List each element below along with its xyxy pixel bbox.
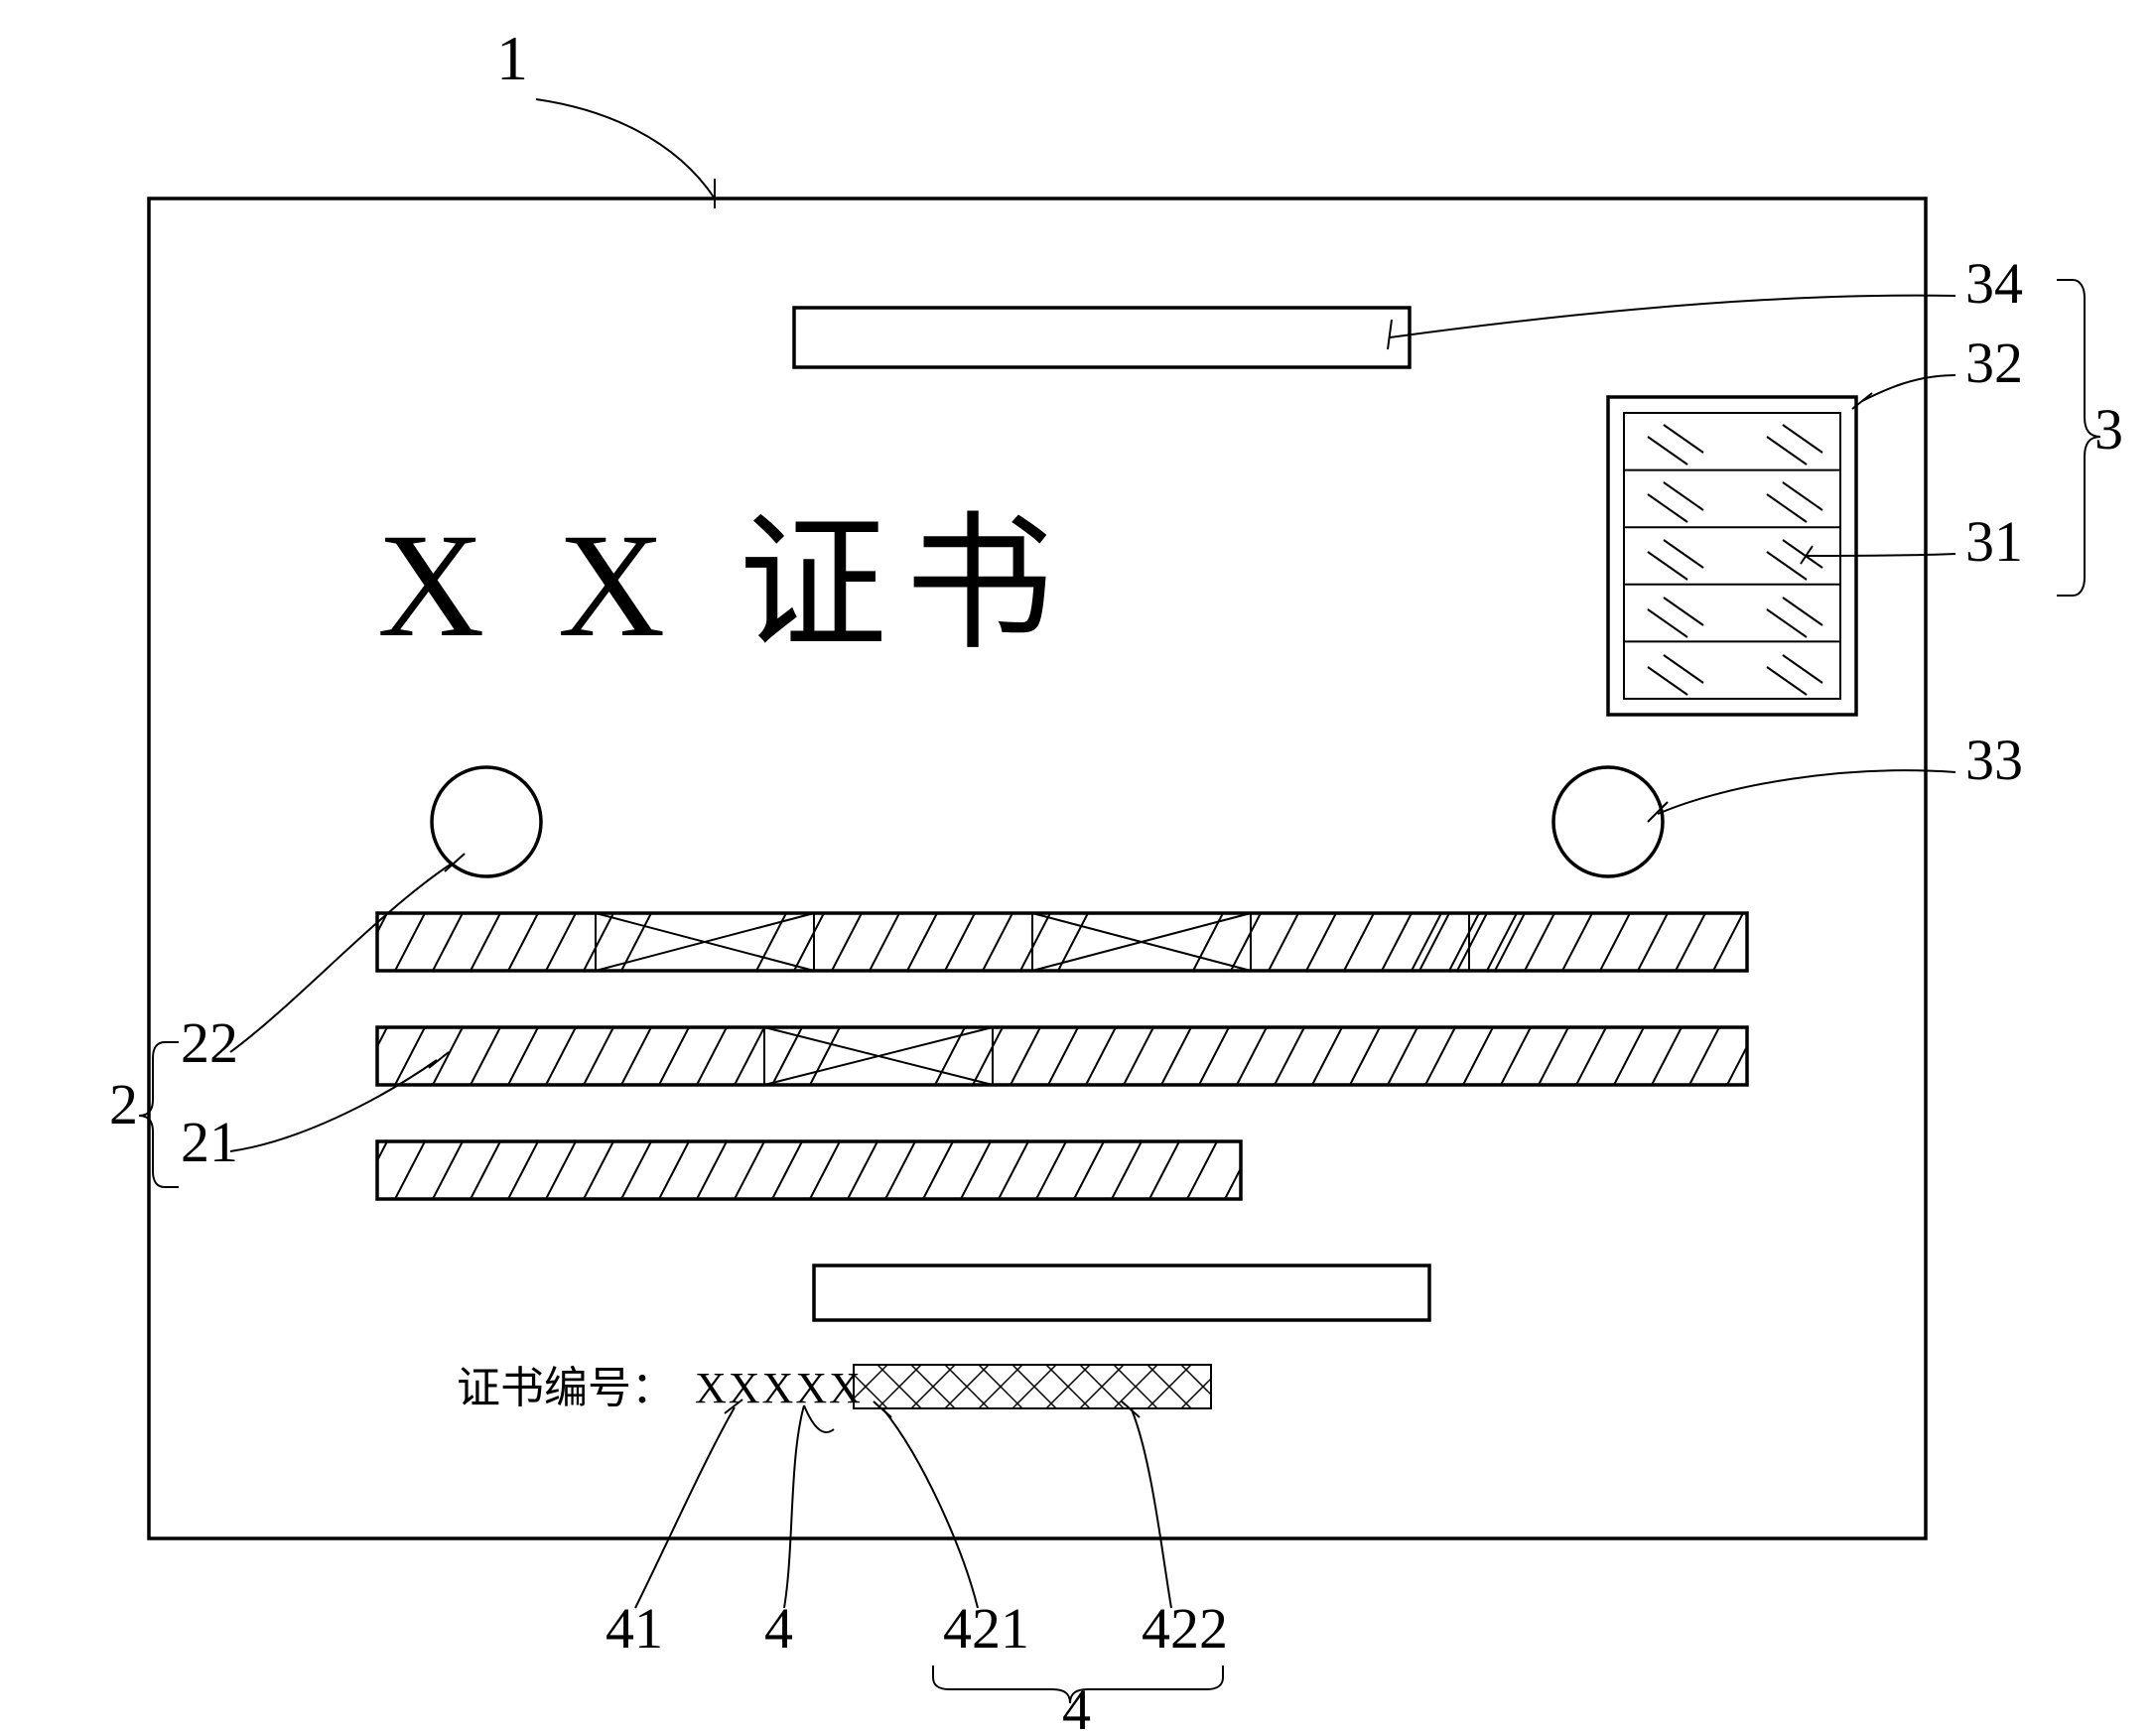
svg-text:21: 21 <box>181 1110 238 1174</box>
svg-text:34: 34 <box>1965 251 2023 316</box>
svg-text:422: 422 <box>1142 1596 1228 1661</box>
svg-text:4: 4 <box>1062 1677 1091 1733</box>
svg-text:3: 3 <box>2094 397 2123 462</box>
svg-text:XXXXX: XXXXX <box>695 1364 863 1412</box>
svg-text:22: 22 <box>181 1010 238 1075</box>
svg-text:32: 32 <box>1965 331 2023 395</box>
svg-text:33: 33 <box>1965 728 2023 792</box>
svg-text:证书编号：: 证书编号： <box>457 1364 675 1412</box>
svg-text:4: 4 <box>764 1596 793 1661</box>
svg-text:2: 2 <box>109 1072 138 1136</box>
svg-text:X X 证书: X X 证书 <box>377 503 1072 668</box>
svg-text:421: 421 <box>943 1596 1029 1661</box>
svg-text:1: 1 <box>496 23 528 93</box>
svg-text:31: 31 <box>1965 509 2023 574</box>
svg-text:41: 41 <box>606 1596 663 1661</box>
